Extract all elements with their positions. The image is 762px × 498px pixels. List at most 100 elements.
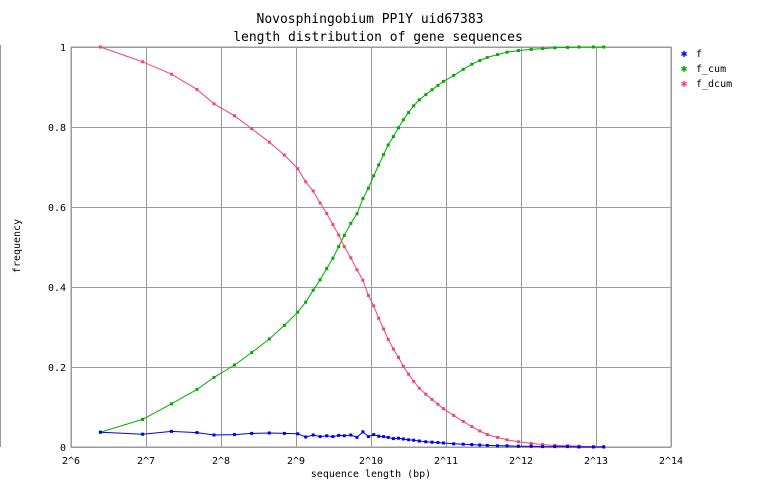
legend: ✱ f ✱ f_cum ✱ f_dcum <box>681 47 732 90</box>
f-cum-point <box>195 387 199 391</box>
f-cum-point <box>372 174 376 178</box>
f-dcum-point <box>296 167 300 171</box>
f-dcum-point <box>233 114 236 118</box>
f-dcum-point <box>337 233 341 237</box>
f-point <box>553 445 557 449</box>
f-dcum-point <box>401 364 405 368</box>
y-tick-label: 1 <box>60 43 66 54</box>
f-point <box>417 439 421 443</box>
f-cum-point <box>361 197 365 201</box>
f-cum-point <box>430 88 434 92</box>
f-dcum-point <box>541 443 545 447</box>
y-tick-label: 0.6 <box>48 203 66 214</box>
f-dcum-point <box>195 87 199 91</box>
f-cum-point <box>282 323 286 327</box>
f-point <box>98 430 102 434</box>
f-dcum-point <box>349 256 353 260</box>
x-axis-label: sequence length (bp) <box>311 469 431 480</box>
x-tick-label: 2^6 <box>62 456 80 467</box>
f-dcum-point <box>397 355 400 359</box>
f-point <box>141 432 145 436</box>
f-dcum-point <box>250 127 254 131</box>
f-cum-point <box>267 337 271 341</box>
f-point <box>478 443 482 447</box>
f-cum-point <box>602 45 606 49</box>
f-point <box>366 435 370 439</box>
y-tick-label: 0 <box>60 443 66 454</box>
f-point <box>282 431 286 435</box>
f-dcum-point <box>355 268 359 272</box>
f-dcum-line <box>100 46 604 448</box>
f-cum-point <box>541 47 545 51</box>
f-cum-point <box>553 46 557 50</box>
f-point <box>304 435 308 439</box>
f-point <box>377 434 381 438</box>
series-group <box>98 45 606 449</box>
legend-label: f_cum <box>696 64 726 75</box>
f-cum-point <box>325 267 329 271</box>
f-cum-point <box>401 118 405 122</box>
legend-item-f-dcum: ✱ f_dcum <box>681 77 732 90</box>
f-cum-point <box>417 98 421 102</box>
f-dcum-point <box>470 425 474 429</box>
f-cum-point <box>478 59 482 63</box>
f-point <box>195 431 199 435</box>
legend-item-f: ✱ f <box>681 47 702 60</box>
f-cum-point <box>412 104 416 108</box>
f-dcum-point <box>311 189 315 193</box>
f-point <box>401 437 405 441</box>
f-point <box>485 443 489 447</box>
f-cum-point <box>366 186 370 190</box>
f-cum-point <box>566 45 570 49</box>
series-f <box>98 429 606 449</box>
f-point <box>318 435 322 439</box>
f-dcum-point <box>412 379 416 383</box>
f-point <box>372 433 376 437</box>
axes: 2^6 2^7 2^8 2^9 2^10 2^11 2^12 2^13 2^14 0 0.2 0.4 0… <box>0 43 683 467</box>
f-cum-point <box>452 73 456 77</box>
f-point <box>577 445 581 449</box>
f-cum-point <box>461 67 465 71</box>
f-point <box>407 438 411 442</box>
x-tick-label: 2^8 <box>212 456 230 467</box>
f-cum-point <box>233 363 236 367</box>
f-cum-point <box>529 47 533 51</box>
f-point <box>386 435 390 439</box>
x-tick-label: 2^12 <box>509 456 533 467</box>
f-dcum-point <box>267 140 271 144</box>
chart-title-line2: length distribution of gene sequences <box>233 30 523 45</box>
f-cum-point <box>496 53 500 57</box>
f-cum-point <box>342 233 346 237</box>
f-point <box>591 445 595 449</box>
f-point <box>397 436 400 440</box>
f-point <box>424 440 428 444</box>
f-dcum-point <box>461 419 465 423</box>
f-point <box>441 441 445 445</box>
f-dcum-point <box>382 327 386 331</box>
f-dcum-point <box>366 293 370 297</box>
series-f-cum <box>98 45 606 434</box>
f-point <box>566 445 570 449</box>
f-dcum-point <box>516 440 520 444</box>
x-tick-label: 2^7 <box>137 456 155 467</box>
x-tick-label: 2^13 <box>584 456 608 467</box>
f-point <box>496 444 500 448</box>
f-cum-point <box>355 212 359 216</box>
f-cum-point <box>382 153 386 157</box>
f-cum-point <box>441 79 445 83</box>
f-dcum-point <box>391 347 395 351</box>
f-cum-point <box>349 221 353 225</box>
f-dcum-point <box>407 372 411 376</box>
f-dcum-point <box>529 441 533 445</box>
f-dcum-point <box>441 407 445 411</box>
f-point <box>296 432 300 436</box>
f-dcum-point <box>424 392 428 396</box>
f-cum-point <box>311 288 315 292</box>
legend-marker-f-cum: ✱ <box>681 62 688 75</box>
f-cum-point <box>424 93 428 97</box>
f-dcum-point <box>485 433 489 437</box>
f-point <box>529 444 533 448</box>
x-tick-label: 2^9 <box>287 456 305 467</box>
